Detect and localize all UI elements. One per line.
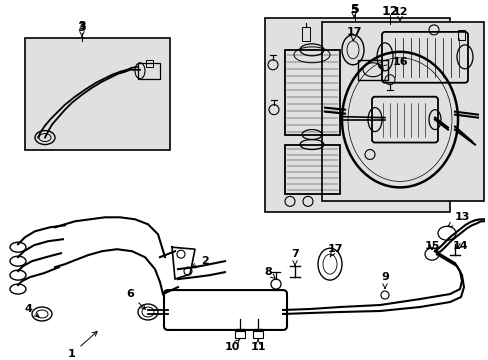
Bar	[457, 30, 464, 40]
Text: 11: 11	[250, 339, 265, 352]
Bar	[357, 60, 387, 80]
Text: 5: 5	[350, 4, 359, 17]
Text: 6: 6	[126, 289, 145, 309]
Bar	[285, 50, 339, 135]
Text: 12: 12	[391, 7, 407, 21]
Text: 7: 7	[290, 249, 298, 265]
Text: 3: 3	[78, 21, 86, 35]
Text: 8: 8	[264, 267, 275, 278]
Bar	[146, 60, 153, 67]
Text: 10: 10	[224, 339, 239, 352]
Text: 17: 17	[346, 27, 361, 41]
Bar	[321, 22, 483, 201]
Bar	[252, 331, 263, 338]
Text: 13: 13	[447, 212, 469, 227]
Text: 14: 14	[451, 241, 467, 251]
Text: 2: 2	[191, 256, 208, 267]
Bar	[138, 63, 160, 79]
Text: 5: 5	[349, 5, 357, 18]
Text: 12: 12	[381, 5, 398, 18]
Text: 15: 15	[424, 241, 439, 251]
Bar	[302, 27, 309, 41]
Text: 1: 1	[68, 332, 97, 359]
Text: 9: 9	[380, 272, 388, 288]
Bar	[235, 331, 244, 338]
Text: 4: 4	[24, 304, 39, 317]
Text: 3: 3	[78, 21, 85, 37]
Bar	[25, 38, 170, 149]
Text: 17: 17	[326, 244, 342, 257]
Bar	[264, 18, 449, 212]
Text: 16: 16	[378, 57, 407, 68]
Bar	[285, 144, 339, 194]
